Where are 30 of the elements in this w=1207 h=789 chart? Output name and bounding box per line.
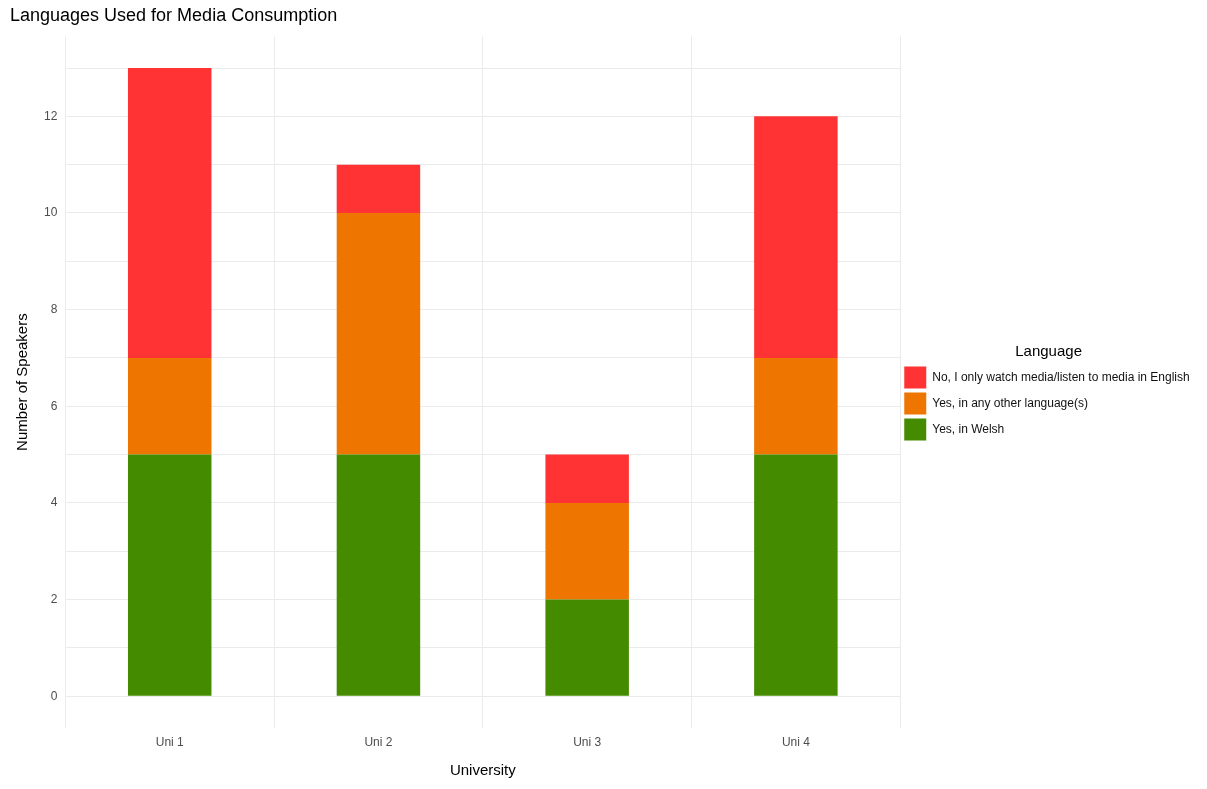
y-tick-label: 10	[43, 205, 58, 220]
y-tick-label: 6	[50, 398, 58, 413]
x-axis-title: University	[449, 761, 517, 779]
legend-title: Language	[1015, 342, 1082, 360]
y-tick-label: 0	[50, 688, 58, 703]
bar	[754, 454, 838, 696]
bar	[336, 164, 421, 213]
y-tick-label: 12	[43, 108, 58, 123]
y-tick-label: 8	[50, 301, 58, 316]
bar	[127, 357, 212, 455]
x-tick-label: Uni 1	[155, 735, 185, 750]
bar	[336, 212, 421, 455]
chart-title: Languages Used for Media Consumption	[10, 4, 338, 25]
bar	[545, 454, 629, 503]
bar	[545, 502, 629, 600]
y-tick-label: 4	[50, 495, 58, 510]
legend-label: Yes, in Welsh	[932, 421, 1005, 436]
bar	[545, 599, 629, 696]
bar	[127, 454, 212, 696]
legend-label: Yes, in any other language(s)	[932, 395, 1088, 410]
legend-label: No, I only watch media/listen to media in English	[932, 369, 1190, 384]
y-axis-title: Number of Speakers	[13, 313, 31, 451]
x-tick-label: Uni 3	[573, 735, 602, 750]
x-tick-label: Uni 4	[781, 735, 811, 750]
bar	[127, 68, 212, 358]
bar	[754, 357, 838, 455]
y-tick-label: 2	[50, 591, 58, 606]
bar	[336, 454, 421, 696]
bar	[754, 116, 838, 358]
x-tick-label: Uni 2	[364, 735, 393, 750]
